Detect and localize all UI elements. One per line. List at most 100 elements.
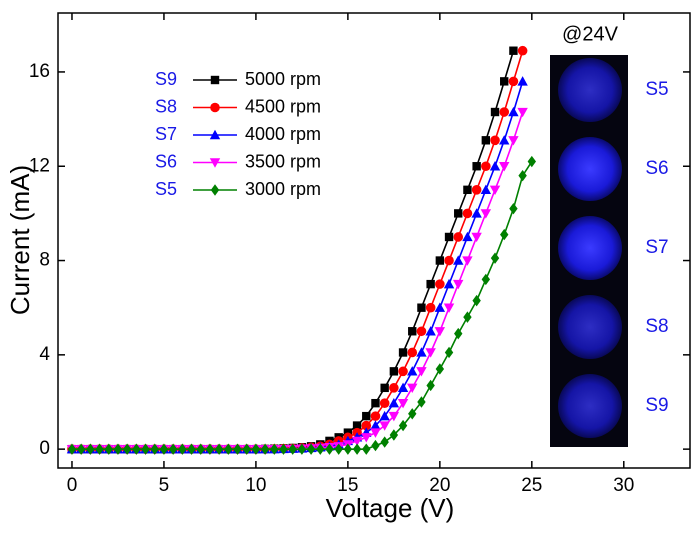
marker bbox=[288, 443, 297, 455]
marker bbox=[224, 443, 233, 455]
legend-sample-label: S6 bbox=[155, 151, 177, 171]
marker bbox=[444, 255, 454, 266]
marker bbox=[380, 436, 389, 448]
device-spot bbox=[558, 374, 622, 438]
marker bbox=[463, 311, 472, 323]
marker bbox=[361, 420, 372, 431]
marker bbox=[76, 443, 86, 455]
marker bbox=[141, 443, 150, 455]
marker bbox=[343, 443, 353, 455]
marker bbox=[380, 383, 389, 393]
marker bbox=[251, 443, 261, 455]
inset-label: S8 bbox=[645, 316, 668, 337]
x-tick-label: 20 bbox=[429, 475, 450, 496]
marker bbox=[408, 327, 417, 336]
x-tick-label: 30 bbox=[613, 475, 634, 496]
marker bbox=[397, 382, 409, 393]
y-tick-label: 16 bbox=[29, 61, 50, 82]
marker bbox=[389, 429, 399, 441]
marker bbox=[435, 256, 445, 265]
legend-sample-label: S9 bbox=[155, 69, 177, 89]
marker bbox=[398, 419, 408, 432]
marker bbox=[435, 279, 445, 289]
legend-marker bbox=[209, 158, 221, 168]
marker bbox=[489, 185, 501, 196]
marker bbox=[500, 77, 509, 86]
marker bbox=[122, 443, 132, 455]
plot-area bbox=[66, 45, 537, 455]
x-tick-label: 10 bbox=[245, 475, 266, 496]
device-spot bbox=[558, 216, 622, 280]
marker bbox=[454, 327, 463, 340]
inset-label: S9 bbox=[645, 395, 668, 416]
legend-marker bbox=[209, 129, 221, 140]
marker bbox=[389, 367, 399, 376]
marker bbox=[408, 408, 417, 420]
marker bbox=[132, 443, 141, 455]
marker bbox=[434, 302, 446, 312]
marker bbox=[425, 302, 436, 313]
marker bbox=[407, 383, 418, 394]
marker bbox=[371, 439, 380, 452]
marker bbox=[388, 411, 400, 422]
marker bbox=[471, 185, 482, 195]
marker bbox=[196, 443, 205, 455]
marker bbox=[481, 273, 491, 286]
marker bbox=[214, 443, 224, 455]
legend-label: 4000 rpm bbox=[245, 124, 321, 144]
y-tick-label: 4 bbox=[39, 344, 50, 365]
inset-label: S6 bbox=[645, 158, 668, 179]
legend-sample-label: S5 bbox=[155, 179, 177, 199]
y-tick-label: 8 bbox=[39, 250, 50, 271]
marker bbox=[471, 232, 482, 243]
marker bbox=[397, 398, 409, 409]
marker bbox=[362, 443, 371, 455]
marker bbox=[178, 443, 187, 455]
marker bbox=[462, 231, 473, 242]
y-tick-label: 0 bbox=[39, 438, 50, 459]
marker bbox=[407, 347, 418, 358]
legend-label: 3500 rpm bbox=[245, 151, 321, 171]
marker bbox=[379, 421, 390, 431]
marker bbox=[463, 185, 472, 195]
marker bbox=[417, 396, 426, 408]
x-axis-title: Voltage (V) bbox=[326, 493, 455, 523]
marker bbox=[334, 443, 343, 455]
marker bbox=[279, 443, 288, 455]
marker bbox=[435, 363, 445, 375]
marker bbox=[371, 398, 380, 408]
marker bbox=[509, 46, 518, 55]
y-axis-title: Current (mA) bbox=[5, 165, 35, 315]
marker bbox=[270, 443, 279, 455]
marker bbox=[509, 202, 518, 215]
marker bbox=[297, 443, 307, 455]
legend-marker bbox=[210, 184, 220, 196]
marker bbox=[168, 443, 178, 455]
marker bbox=[480, 184, 492, 195]
marker bbox=[95, 443, 104, 455]
marker bbox=[426, 279, 435, 289]
marker bbox=[352, 421, 362, 430]
marker bbox=[187, 443, 196, 455]
marker bbox=[260, 443, 270, 455]
marker bbox=[490, 252, 500, 264]
marker bbox=[490, 135, 500, 146]
marker bbox=[150, 443, 159, 455]
marker bbox=[489, 161, 501, 171]
legend-sample-label: S7 bbox=[155, 124, 177, 144]
marker bbox=[499, 107, 510, 117]
marker bbox=[407, 366, 418, 376]
legend-label: 3000 rpm bbox=[245, 179, 321, 199]
inset-label: S5 bbox=[645, 79, 668, 100]
marker bbox=[398, 366, 408, 377]
marker bbox=[508, 106, 519, 117]
marker bbox=[444, 346, 454, 359]
device-spot bbox=[558, 137, 622, 201]
marker bbox=[444, 232, 454, 242]
marker bbox=[416, 347, 427, 357]
marker bbox=[233, 443, 242, 455]
marker bbox=[205, 443, 215, 455]
marker bbox=[316, 443, 325, 455]
legend-marker bbox=[210, 75, 220, 85]
legend-label: 4500 rpm bbox=[245, 96, 321, 116]
